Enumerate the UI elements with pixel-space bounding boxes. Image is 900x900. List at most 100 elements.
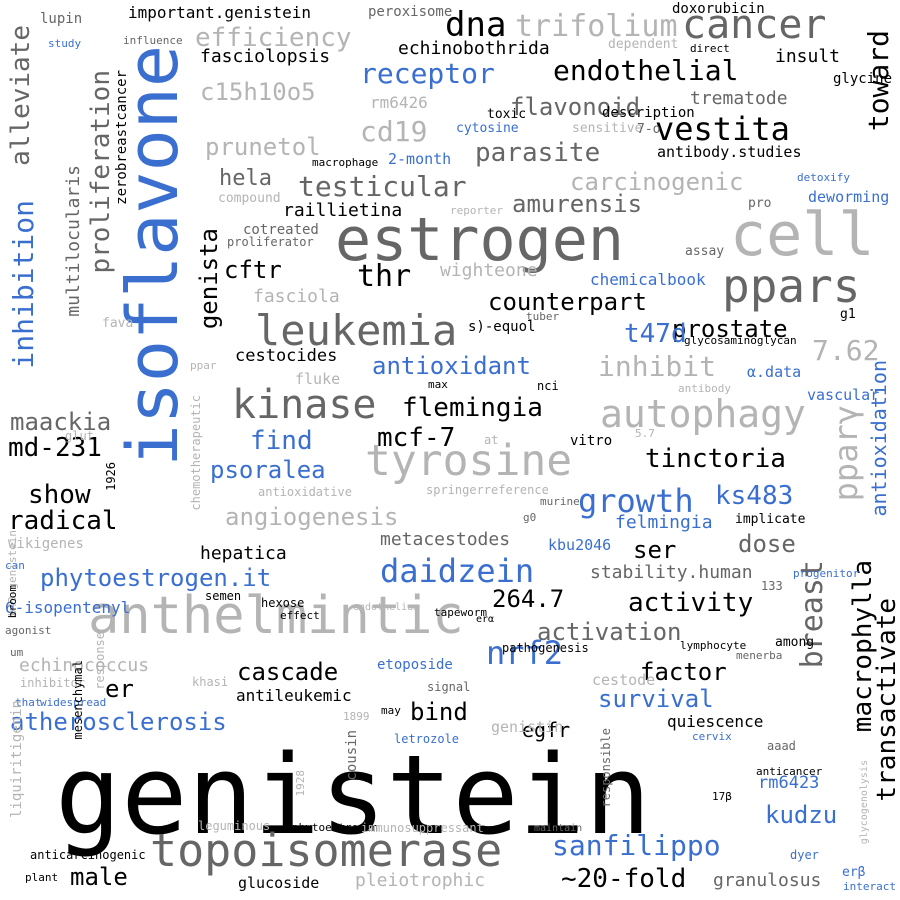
cloud-word: erβ [842, 865, 866, 880]
cloud-word: pathogenesis [502, 641, 589, 655]
cloud-word: g0 [523, 511, 537, 524]
cloud-word: effect [280, 609, 320, 622]
cloud-word: felmingia [615, 512, 713, 533]
cloud-word: survival [598, 685, 714, 713]
cloud-word: widespread [40, 696, 107, 709]
cloud-word: amurensis [512, 190, 643, 218]
cloud-word: lymphocyte [680, 639, 747, 652]
cloud-word: topoisomerase [150, 824, 503, 877]
cloud-word: factor [640, 658, 727, 686]
cloud-word: description [602, 105, 695, 121]
cloud-word: macrophage [312, 156, 379, 169]
cloud-word: thr [357, 259, 412, 294]
cloud-word: 5.7 [635, 427, 655, 440]
cloud-word: erα [476, 614, 495, 625]
cloud-word: leukemia [255, 306, 458, 355]
cloud-word: atherosclerosis [10, 708, 227, 736]
cloud-word: find [250, 426, 313, 456]
cloud-word: pro [748, 196, 772, 211]
cloud-word: ser [633, 536, 677, 564]
cloud-word: response [93, 632, 107, 690]
cloud-word: antileukemic [236, 686, 352, 705]
cloud-word: insult [775, 46, 841, 67]
cloud-word: peroxisome [368, 4, 453, 20]
cloud-word: c15h10o5 [200, 78, 316, 106]
cloud-word: rm6423 [758, 773, 820, 793]
cloud-word: tinctoria [645, 444, 786, 474]
cloud-word: tyrosine [365, 436, 573, 486]
cloud-word: ppar [190, 359, 217, 372]
cloud-word: chemotherapeutic [189, 395, 203, 511]
cloud-word: fasciola [253, 286, 340, 307]
cloud-word: counterpart [488, 288, 647, 316]
cloud-word: trifolium [515, 9, 678, 44]
cloud-word: at [484, 433, 499, 447]
cloud-word: agonist [5, 624, 52, 637]
cloud-word: t47d [624, 319, 687, 349]
cloud-word: er [105, 675, 134, 703]
cloud-word: sanfilippo [552, 829, 721, 862]
cloud-word: anticancer [756, 765, 823, 778]
cloud-word: sensitive [572, 121, 643, 136]
cloud-word: antibody.studies [657, 143, 802, 161]
cloud-word: radical [8, 506, 118, 536]
cloud-word: prunetol [205, 133, 321, 161]
cloud-word: 17β [712, 790, 732, 803]
cloud-word: daidzein [380, 552, 535, 590]
cloud-word: immunosuppressant [361, 821, 484, 835]
cloud-word: angiogenesis [225, 503, 399, 531]
cloud-word: plant [25, 871, 59, 884]
cloud-word: ks483 [715, 481, 794, 511]
cloud-word: max [428, 378, 448, 391]
cloud-word: assay [685, 244, 725, 259]
cloud-word: fava [102, 316, 134, 331]
cloud-word: autophagy [600, 392, 806, 436]
cloud-word: phytoestrogen.it [40, 564, 272, 592]
cloud-word: glycosaminoglycan [684, 334, 797, 347]
cloud-word: hepatica [200, 543, 287, 564]
cloud-word: antioxidant [372, 352, 531, 380]
cloud-word: 264.7 [492, 585, 565, 613]
cloud-word: flemingia [402, 393, 543, 423]
cloud-word: nci [537, 379, 559, 393]
cloud-word: carcinogenic [570, 168, 744, 196]
cloud-word: responsible [599, 728, 613, 808]
cloud-word: etoposide [377, 657, 453, 673]
cloud-word: fluke [295, 370, 341, 388]
cloud-word: mesenchymal [71, 660, 85, 740]
cloud-word: granulosus [713, 870, 822, 891]
cloud-word: proliferation [86, 70, 116, 274]
cloud-word: cestode [592, 671, 656, 689]
cloud-word: genistin [491, 718, 564, 736]
cloud-word: s)-equol [468, 319, 536, 335]
cloud-word: implicate [735, 512, 806, 527]
cloud-word: 2-month [388, 150, 452, 168]
cloud-word: fasciolopsis [200, 46, 331, 67]
cloud-word: cd19 [360, 115, 428, 148]
cloud-word: proliferator [227, 235, 314, 249]
cloud-word: efficiency [195, 23, 352, 53]
cloud-word: cytosine [456, 121, 519, 136]
cloud-word: glycogenolysis [859, 760, 870, 845]
cloud-word: trematode [690, 88, 788, 109]
cloud-word: dose [738, 530, 796, 558]
cloud-word: raillietina [283, 200, 403, 221]
cloud-word: antibody [678, 382, 731, 395]
cloud-word: inhibit [598, 350, 717, 383]
cloud-word: tapeworm [434, 606, 487, 619]
cloud-word: influence [123, 34, 183, 47]
cloud-word: murine [540, 495, 580, 508]
cloud-word: 1926 [104, 462, 118, 491]
cloud-word: cell [730, 200, 875, 270]
cloud-word: md-231 [8, 433, 102, 463]
cloud-word: estrogen [335, 205, 624, 275]
cloud-word: dependent [608, 37, 679, 52]
cloud-word: khasi [192, 675, 229, 689]
cloud-word: maintain [534, 823, 583, 834]
cloud-word: inhibitor [20, 676, 86, 690]
cloud-word: 7-o [637, 122, 661, 137]
cloud-word: parasite [475, 138, 601, 168]
cloud-word: semen [205, 589, 242, 603]
cloud-word: ~20-fold [561, 864, 687, 894]
